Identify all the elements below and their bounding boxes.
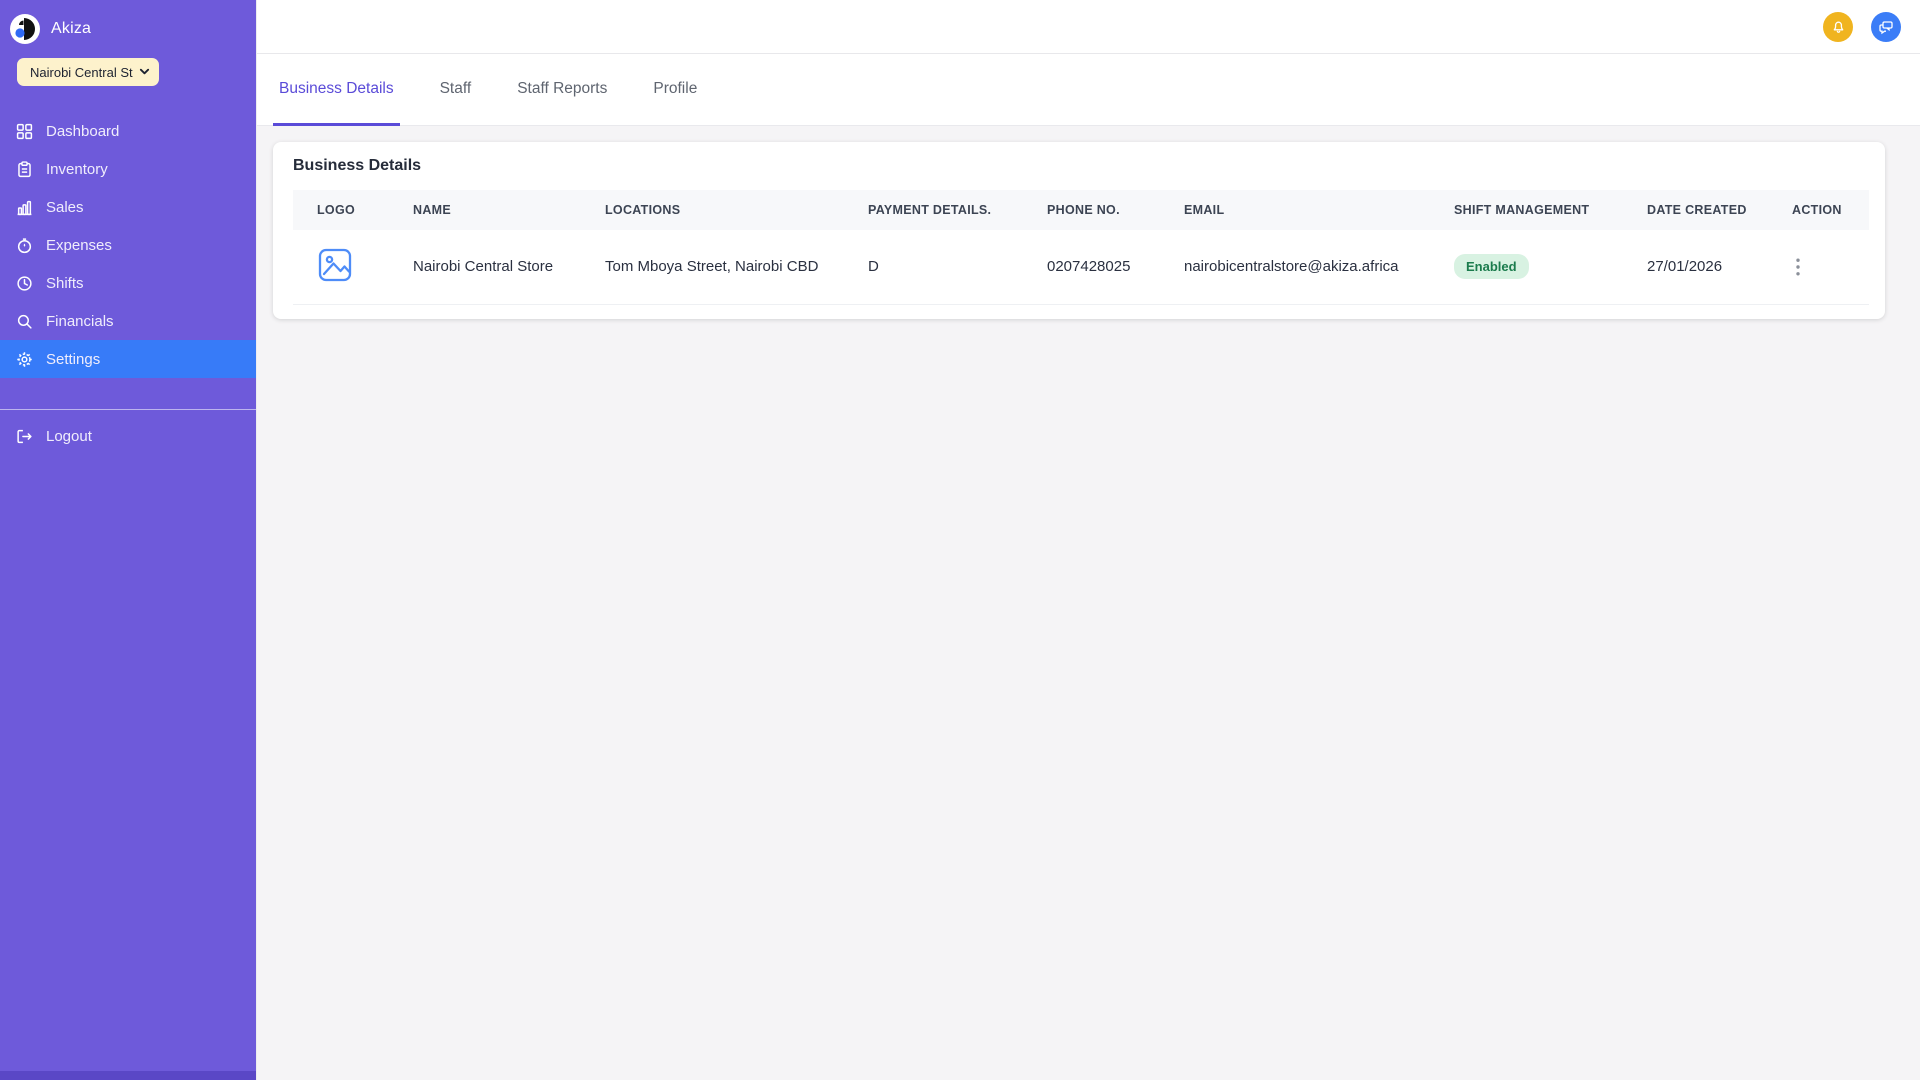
col-header-date-created: DATE CREATED [1647, 203, 1747, 217]
shift-management-cell: Enabled [1438, 230, 1631, 305]
sidebar-item-label: Financials [46, 312, 114, 330]
card-title: Business Details [293, 157, 422, 174]
financials-icon [16, 313, 33, 330]
table-header-row: LOGO NAME LOCATIONS PAYMENT DETAILS. PHO… [293, 190, 1869, 230]
store-selector: Nairobi Central Store [17, 58, 159, 86]
sidebar-divider [0, 409, 256, 410]
sidebar-item-logout[interactable]: Logout [0, 410, 256, 462]
bell-icon [1831, 19, 1846, 34]
email-cell: nairobicentralstore@akiza.africa [1168, 230, 1438, 305]
topbar [257, 0, 1920, 54]
col-header-name: NAME [413, 203, 452, 217]
sidebar-item-label: Shifts [46, 274, 84, 292]
col-header-action: ACTION [1792, 203, 1842, 217]
col-header-shift-management: SHIFT MANAGEMENT [1454, 203, 1590, 217]
sidebar-item-expenses[interactable]: Expenses [0, 226, 256, 264]
store-select-dropdown[interactable]: Nairobi Central Store [17, 58, 159, 86]
locations-cell: Tom Mboya Street, Nairobi CBD [589, 230, 852, 305]
business-details-table: LOGO NAME LOCATIONS PAYMENT DETAILS. PHO… [293, 190, 1869, 305]
tab-label: Business Details [279, 79, 394, 97]
chat-button[interactable] [1871, 11, 1901, 42]
tab-label: Profile [653, 79, 698, 97]
app-title: Akiza [51, 20, 92, 37]
inventory-icon [16, 160, 33, 178]
expenses-icon [16, 237, 33, 254]
sidebar-nav: Dashboard Inventory Sales [0, 112, 256, 378]
tab-label: Staff [439, 79, 472, 97]
kebab-menu-icon [1796, 258, 1800, 276]
logout-label: Logout [46, 427, 92, 445]
col-header-payment-details: PAYMENT DETAILS. [868, 203, 992, 217]
col-header-phone: PHONE NO. [1047, 203, 1120, 217]
tab-staff-reports[interactable]: Staff Reports [511, 54, 613, 126]
sidebar-item-shifts[interactable]: Shifts [0, 264, 256, 302]
tab-profile[interactable]: Profile [647, 54, 703, 126]
tab-business-details[interactable]: Business Details [273, 54, 400, 126]
col-header-logo: LOGO [317, 203, 356, 217]
tabbar: Business Details Staff Staff Reports Pro… [257, 54, 1920, 126]
sidebar-item-settings[interactable]: Settings [0, 340, 256, 378]
phone-cell: 0207428025 [1031, 230, 1168, 305]
chat-icon [1878, 19, 1894, 35]
business-details-card: Business Details LOGO NAME LOCATIONS PAY… [273, 142, 1885, 319]
sidebar: Akiza Nairobi Central Store Dashboard [0, 0, 256, 1080]
image-placeholder-icon [317, 247, 353, 283]
action-cell [1776, 230, 1869, 305]
tab-label: Staff Reports [517, 79, 608, 97]
col-header-email: EMAIL [1184, 203, 1225, 217]
shifts-icon [16, 275, 33, 292]
content: Business Details LOGO NAME LOCATIONS PAY… [257, 126, 1920, 1080]
settings-icon [16, 351, 33, 368]
sidebar-item-sales[interactable]: Sales [0, 188, 256, 226]
name-cell: Nairobi Central Store [397, 230, 589, 305]
main-area: Business Details Staff Staff Reports Pro… [256, 0, 1920, 1080]
sidebar-item-label: Sales [46, 198, 84, 216]
sidebar-bottom-strip [0, 1071, 256, 1080]
sidebar-item-dashboard[interactable]: Dashboard [0, 112, 256, 150]
sidebar-spacer [0, 462, 256, 1071]
row-actions-button[interactable] [1792, 254, 1804, 280]
brand: Akiza [0, 0, 256, 50]
sidebar-item-label: Expenses [46, 236, 112, 254]
sales-icon [16, 199, 33, 216]
sidebar-item-label: Settings [46, 350, 101, 368]
sidebar-item-inventory[interactable]: Inventory [0, 150, 256, 188]
logout-icon [16, 428, 33, 445]
logo-cell [293, 230, 397, 305]
col-header-locations: LOCATIONS [605, 203, 681, 217]
date-created-cell: 27/01/2026 [1631, 230, 1776, 305]
notifications-button[interactable] [1823, 11, 1853, 42]
status-badge: Enabled [1454, 254, 1529, 280]
sidebar-item-label: Inventory [46, 160, 108, 178]
payment-details-cell: D [852, 230, 1031, 305]
table-row: Nairobi Central Store Tom Mboya Street, … [293, 230, 1869, 305]
sidebar-item-financials[interactable]: Financials [0, 302, 256, 340]
sidebar-item-label: Dashboard [46, 122, 120, 140]
dashboard-icon [16, 123, 33, 140]
akiza-logo-icon [10, 14, 40, 44]
tab-staff[interactable]: Staff [434, 54, 478, 126]
